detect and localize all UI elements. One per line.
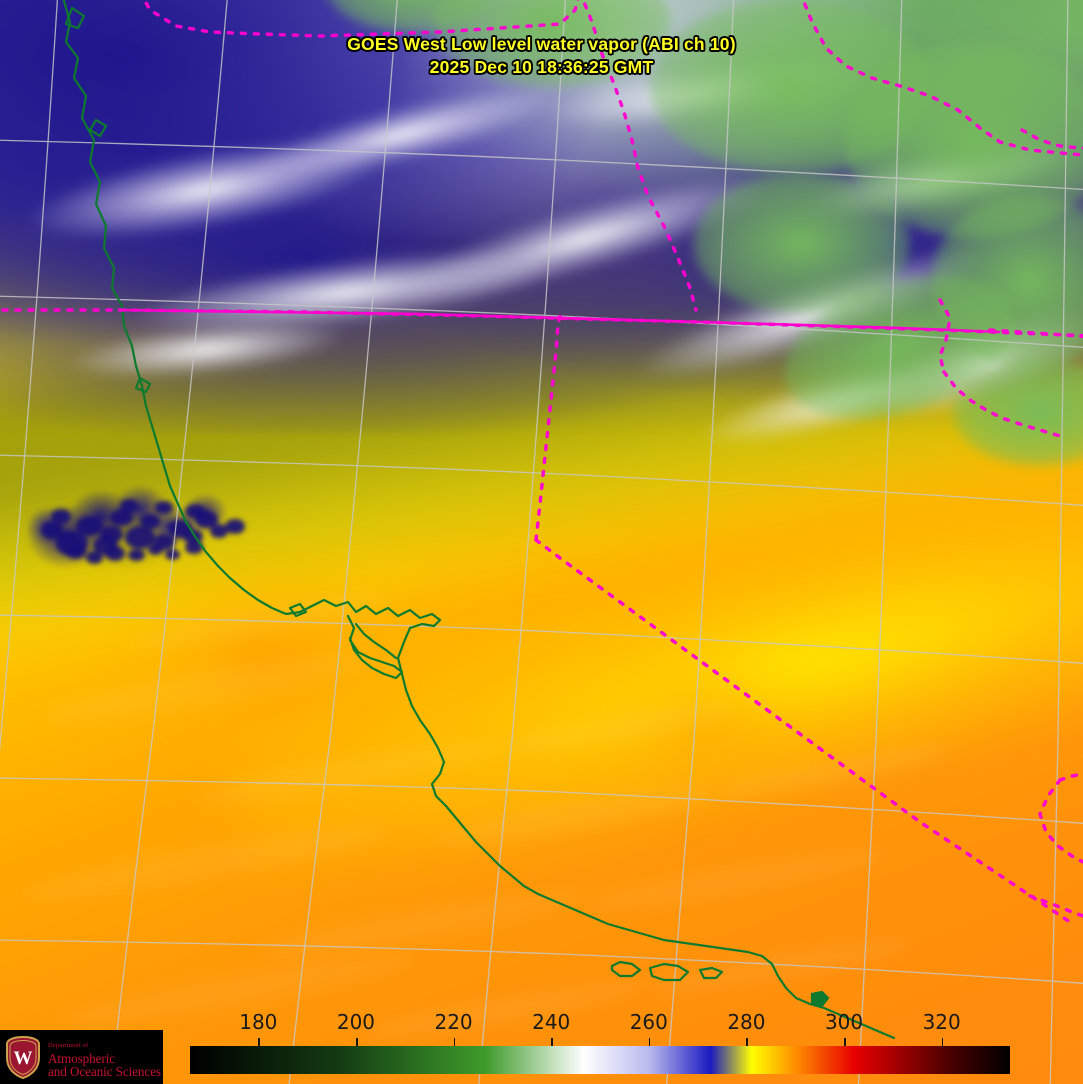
convective-cell bbox=[120, 498, 138, 513]
colorbar-tick-label: 300 bbox=[824, 1010, 864, 1034]
colorbar-tick-label: 200 bbox=[336, 1010, 376, 1034]
svg-text:W: W bbox=[14, 1048, 33, 1069]
colorbar-tick-label: 180 bbox=[239, 1010, 278, 1034]
convective-cell bbox=[110, 508, 133, 527]
colorbar-tick bbox=[551, 1038, 553, 1047]
colorbar-tick bbox=[453, 1038, 456, 1047]
colorbar-tick-label: 220 bbox=[434, 1010, 473, 1034]
convective-cell bbox=[210, 523, 228, 538]
colorbar-tick bbox=[941, 1038, 944, 1047]
convective-cell bbox=[140, 513, 161, 529]
colorbar-tick-label: 260 bbox=[629, 1010, 668, 1034]
colorbar-tick bbox=[648, 1038, 651, 1047]
coastline bbox=[62, 0, 896, 1040]
logo-name-line-1: Atmospheric bbox=[48, 1050, 116, 1066]
logo-name-line-2: and Oceanic Sciences bbox=[48, 1064, 161, 1080]
colorbar-tick-label: 280 bbox=[727, 1010, 766, 1034]
institution-logo: W Department of Atmospheric and Oceanic … bbox=[0, 1030, 163, 1084]
convective-cell bbox=[50, 508, 71, 524]
convective-cell bbox=[147, 543, 163, 556]
frontal-swirl bbox=[108, 563, 412, 759]
colorbar-tick-marks bbox=[190, 1038, 1010, 1047]
uw-crest-icon: W bbox=[3, 1034, 43, 1080]
colorbar-tick bbox=[258, 1038, 260, 1047]
logo-department-line: Department of bbox=[48, 1042, 89, 1050]
convective-cell bbox=[155, 501, 173, 514]
colorbar-tick-labels: 180 200 220 240 260 280 300 320 bbox=[190, 1010, 1010, 1036]
colorbar-gradient bbox=[190, 1046, 1010, 1074]
convective-cell bbox=[75, 516, 103, 537]
convective-cell bbox=[225, 518, 245, 534]
colorbar bbox=[190, 1046, 1010, 1074]
colorbar-tick bbox=[746, 1038, 749, 1047]
convective-cell bbox=[100, 526, 123, 543]
colorbar-tick bbox=[844, 1038, 846, 1047]
convective-cell bbox=[40, 521, 64, 539]
convective-cell bbox=[125, 526, 156, 549]
colorbar-tick-label: 320 bbox=[922, 1010, 961, 1034]
frontal-swirl bbox=[563, 628, 845, 824]
convective-cell bbox=[65, 543, 86, 559]
crest-shield-icon: W bbox=[6, 1035, 40, 1080]
convective-cell bbox=[85, 551, 103, 564]
colorbar-tick-label: 240 bbox=[532, 1010, 571, 1034]
convective-cell bbox=[127, 548, 146, 562]
colorbar-tick bbox=[355, 1038, 358, 1047]
offshore-convective-cell-cluster bbox=[10, 471, 260, 597]
convective-cell bbox=[185, 503, 206, 519]
convective-cell bbox=[105, 546, 126, 562]
political-border-solid-segment bbox=[117, 308, 1001, 334]
convective-cell bbox=[185, 541, 203, 554]
logo-text-block: Department of Atmospheric and Oceanic Sc… bbox=[48, 1035, 161, 1080]
